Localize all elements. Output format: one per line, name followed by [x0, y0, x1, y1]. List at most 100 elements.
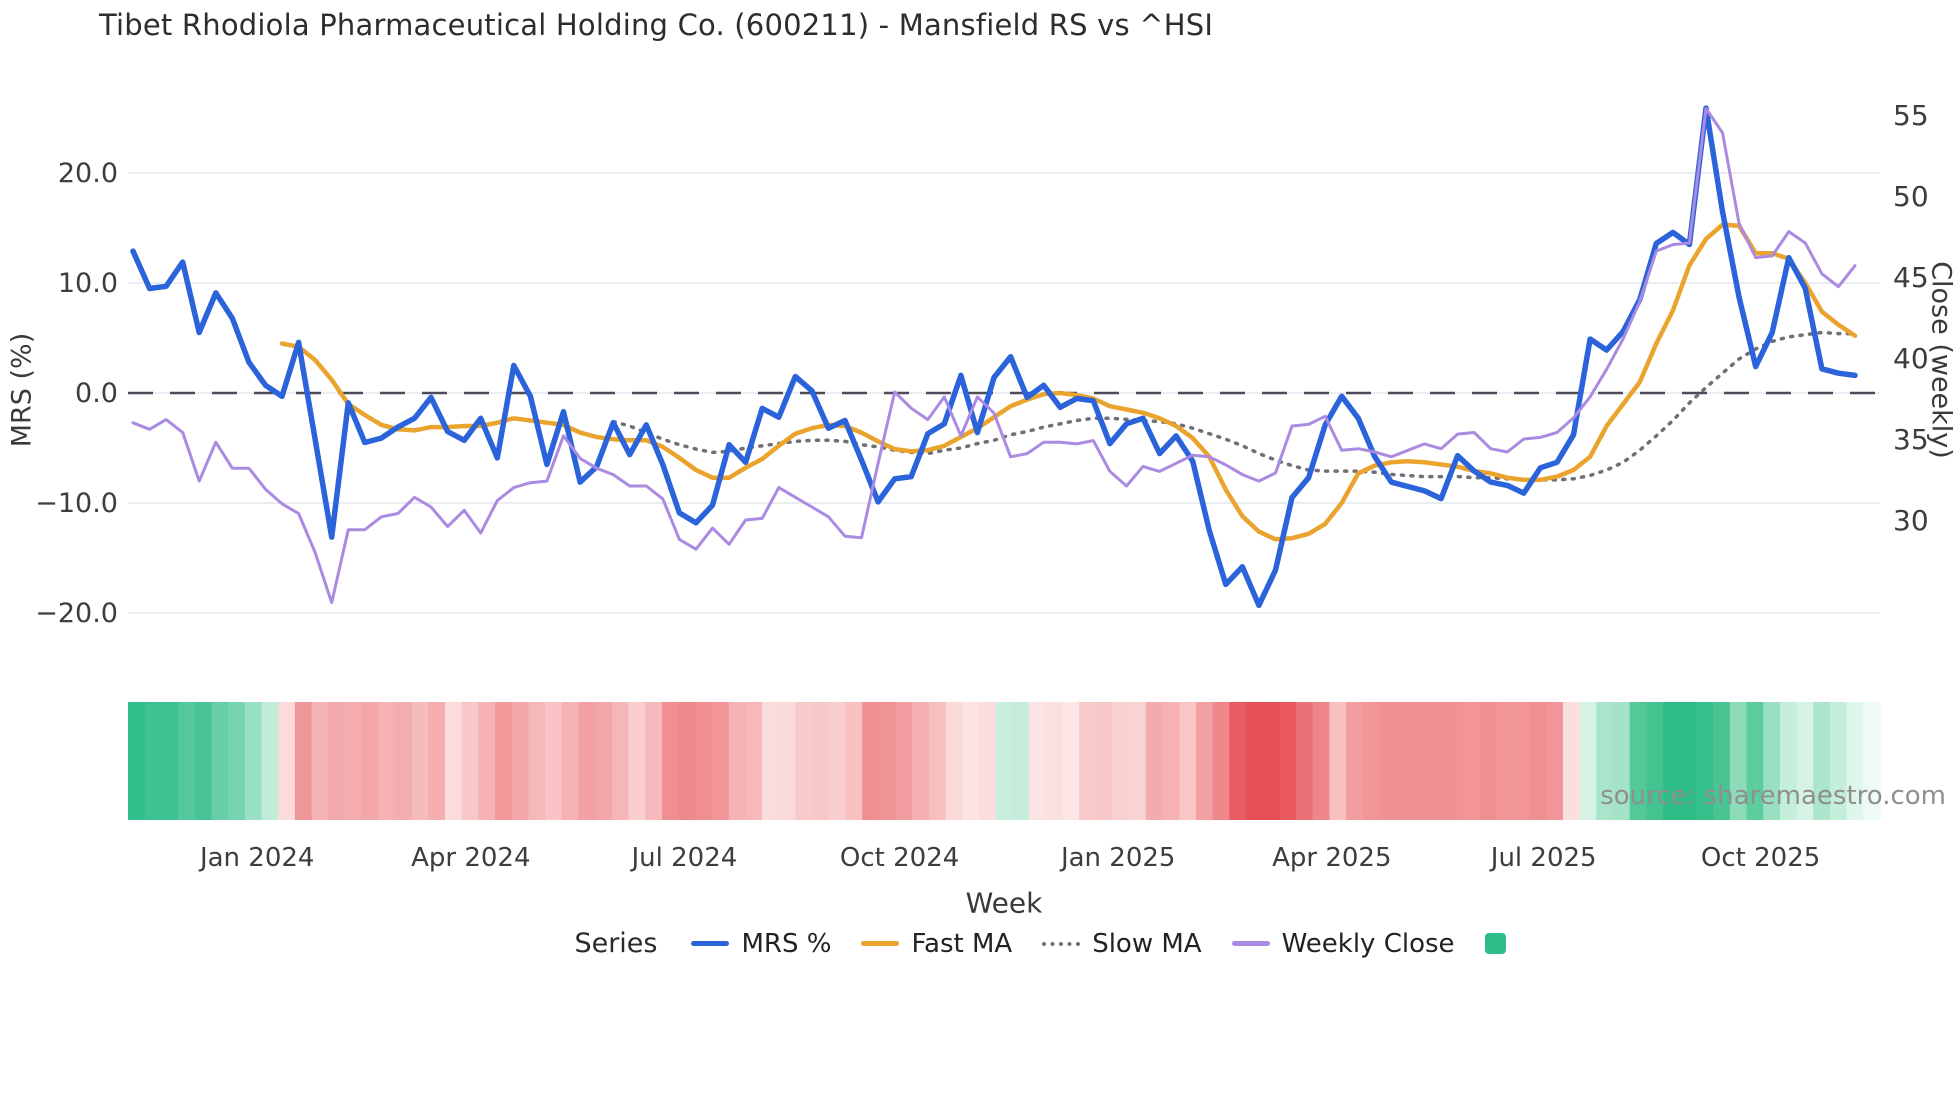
heatmap-cell: [1462, 702, 1481, 820]
heatmap-cell: [1479, 702, 1497, 820]
heatmap-cell: [1796, 702, 1814, 820]
heatmap-cell: [1162, 702, 1180, 820]
heatmap-cell: [128, 702, 146, 820]
heatmap-cell: [1396, 702, 1414, 820]
heatmap-cell: [878, 702, 897, 820]
heatmap-cell: [1512, 702, 1531, 820]
heatmap-cell: [1212, 702, 1230, 820]
right-axis-tick-label: 45: [1893, 261, 1929, 294]
chart-title: Tibet Rhodiola Pharmaceutical Holding Co…: [99, 8, 1214, 42]
heatmap-cell: [1562, 702, 1581, 820]
heatmap-cell: [1262, 702, 1280, 820]
heatmap-cell: [1429, 702, 1447, 820]
series-line-slow-ma: [611, 330, 1857, 482]
legend-label: Weekly Close: [1281, 928, 1455, 959]
heatmap-cell: [1312, 702, 1330, 820]
heatmap-cell: [294, 702, 313, 820]
heatmap-cell: [795, 702, 813, 820]
left-axis-title: MRS (%): [6, 332, 38, 448]
heatmap-cell: [1229, 702, 1247, 820]
heatmap-cell: [211, 702, 229, 820]
heatmap-cell: [645, 702, 663, 820]
x-axis-tick-label: Jan 2025: [1059, 843, 1176, 873]
heatmap-cell: [1829, 702, 1848, 820]
heatmap-cell: [1863, 702, 1881, 820]
heatmap-cell: [862, 702, 880, 820]
left-axis-tick-label: −10.0: [35, 488, 118, 519]
line-swatch-icon: [1042, 941, 1081, 946]
heatmap-cell: [678, 702, 696, 820]
heatmap-cell: [511, 702, 530, 820]
heatmap-swatch-icon: [1484, 933, 1506, 954]
heatmap-cell: [1329, 702, 1347, 820]
x-axis-title: Week: [965, 886, 1043, 920]
heatmap-cell: [1596, 702, 1614, 820]
right-axis-tick-label: 55: [1893, 99, 1929, 132]
x-axis-tick-label: Oct 2024: [840, 843, 959, 873]
heatmap-cell: [1412, 702, 1431, 820]
heatmap-cell: [1846, 702, 1864, 820]
right-axis-tick-label: 30: [1893, 504, 1929, 537]
heatmap-cell: [1045, 702, 1063, 820]
heatmap-cell: [561, 702, 580, 820]
heatmap-cell: [178, 702, 196, 820]
heatmap-cell: [812, 702, 830, 820]
heatmap-cell: [1179, 702, 1197, 820]
heatmap-cell: [261, 702, 279, 820]
series-line-fast-ma: [279, 222, 1858, 542]
line-swatch-icon: [691, 941, 730, 946]
heatmap-cell: [1145, 702, 1164, 820]
right-axis-title: Close (weekly): [1925, 261, 1957, 459]
heatmap-cell: [1646, 702, 1664, 820]
heatmap-cell: [895, 702, 913, 820]
x-axis-tick-label: Oct 2025: [1701, 843, 1820, 873]
heatmap-cell: [1379, 702, 1397, 820]
heatmap-cell: [1346, 702, 1364, 820]
heatmap-cell: [578, 702, 596, 820]
heatmap-cell: [945, 702, 963, 820]
heatmap-cell: [1129, 702, 1147, 820]
heatmap-cell: [762, 702, 780, 820]
heatmap-cell: [828, 702, 847, 820]
heatmap-cell: [1629, 702, 1647, 820]
heatmap-cell: [912, 702, 930, 820]
heatmap-cell: [1763, 702, 1781, 820]
source-watermark: source: sharemaestro.com: [1600, 781, 1946, 811]
legend-label: Fast MA: [911, 928, 1013, 959]
x-axis-tick-label: Apr 2025: [1272, 843, 1391, 873]
heatmap-cell: [228, 702, 246, 820]
heatmap-cell: [1679, 702, 1698, 820]
legend-item-heatmap: [1484, 933, 1506, 954]
series-line-weekly-close: [131, 107, 1857, 605]
heatmap-cell: [1279, 702, 1297, 820]
heatmap-cell: [595, 702, 613, 820]
heatmap-cell: [1696, 702, 1714, 820]
legend-item-fast-ma: Fast MA: [861, 929, 1012, 959]
heatmap-cell: [928, 702, 947, 820]
heatmap-cell: [244, 702, 263, 820]
heatmap-cell: [545, 702, 563, 820]
legend-item-mrs-: MRS %: [691, 929, 831, 959]
line-swatch-icon: [861, 941, 900, 946]
heatmap-cell: [144, 702, 162, 820]
heatmap-cell: [344, 702, 363, 820]
heatmap-cell: [194, 702, 213, 820]
heatmap-cell: [1079, 702, 1097, 820]
heatmap-cell: [1195, 702, 1214, 820]
heatmap-cell: [1245, 702, 1264, 820]
x-axis-tick-label: Jul 2025: [1489, 843, 1597, 873]
heatmap-cell: [661, 702, 680, 820]
heatmap-cell: [611, 702, 630, 820]
left-axis-tick-label: 0.0: [75, 378, 118, 409]
heatmap-cell: [712, 702, 730, 820]
heatmap-cell: [1546, 702, 1564, 820]
heatmap-cell: [1095, 702, 1114, 820]
heatmap-cell: [361, 702, 379, 820]
left-axis-tick-label: 10.0: [58, 268, 118, 299]
heatmap-cell: [1779, 702, 1798, 820]
heatmap-cell: [1029, 702, 1047, 820]
heatmap-cell: [1713, 702, 1731, 820]
heatmap-cell: [1813, 702, 1831, 820]
